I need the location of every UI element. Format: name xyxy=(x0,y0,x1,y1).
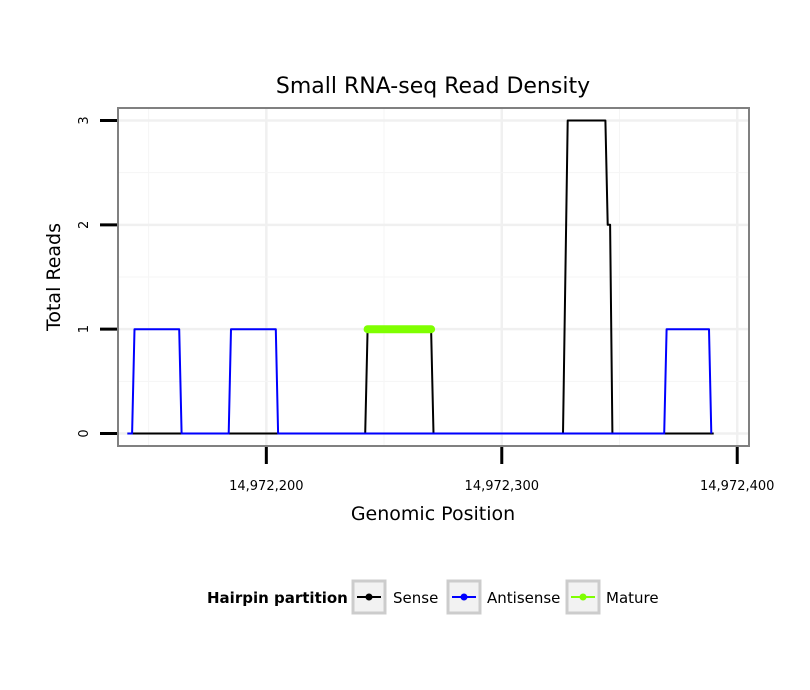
legend-item-mature: Mature xyxy=(565,579,659,615)
legend-item-sense: Sense xyxy=(351,579,438,615)
y-axis-title: Total Reads xyxy=(43,223,65,332)
series-line-antisense xyxy=(127,328,713,435)
legend-label-sense: Sense xyxy=(393,589,438,607)
legend-label-mature: Mature xyxy=(606,589,659,607)
series-line-sense xyxy=(127,119,714,435)
panel-border xyxy=(117,107,750,447)
x-axis: 14,972,200 14,972,300 14,972,400 xyxy=(229,447,774,494)
series-lines xyxy=(127,119,714,435)
legend-item-antisense: Antisense xyxy=(446,579,560,615)
plot-panel xyxy=(117,107,750,447)
legend-label-antisense: Antisense xyxy=(487,589,560,607)
y-tick-label: 3 xyxy=(77,116,92,124)
y-axis: 0 1 2 3 xyxy=(77,116,117,438)
legend: Hairpin partition Sense Antisense Mature xyxy=(207,579,659,615)
legend-point-sense xyxy=(365,593,373,601)
x-tick-label: 14,972,300 xyxy=(465,479,539,494)
legend-title: Hairpin partition xyxy=(207,589,348,607)
y-tick-label: 1 xyxy=(77,325,92,333)
y-tick-label: 2 xyxy=(77,221,92,229)
legend-point-antisense xyxy=(460,593,468,601)
x-tick-label: 14,972,400 xyxy=(700,479,774,494)
x-axis-title: Genomic Position xyxy=(351,503,515,525)
legend-point-mature xyxy=(579,593,587,601)
x-tick-label: 14,972,200 xyxy=(229,479,303,494)
y-tick-label: 0 xyxy=(77,429,92,437)
chart-title: Small RNA-seq Read Density xyxy=(276,74,590,99)
